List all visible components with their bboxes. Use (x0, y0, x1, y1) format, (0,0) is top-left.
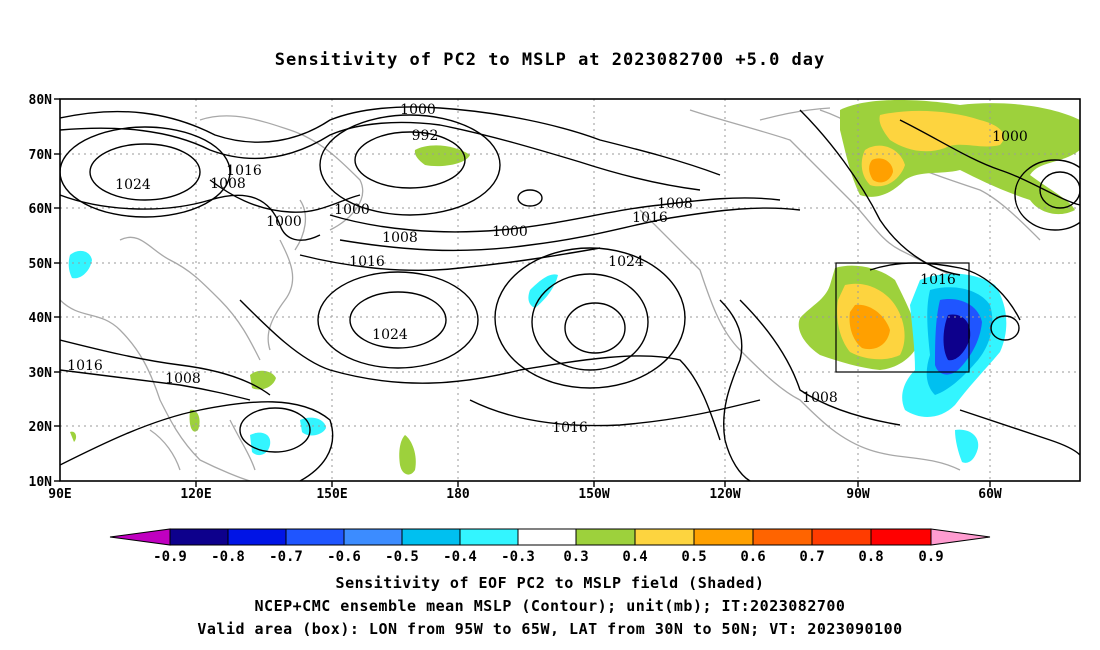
colorbar-label: 0.4 (622, 549, 647, 565)
shading (68, 100, 1080, 475)
colorbar-swatch (343, 528, 403, 546)
contour-label: 1008 (210, 176, 246, 192)
gridlines (60, 99, 1080, 481)
lat-label: 30N (29, 366, 53, 381)
lat-label: 80N (29, 93, 53, 108)
colorbar-swatch (811, 528, 872, 546)
contour-label: 1008 (657, 196, 693, 212)
colorbar-label: -0.4 (443, 549, 477, 565)
colorbar-label: -0.5 (385, 549, 419, 565)
colorbar-swatch (169, 528, 229, 546)
colorbar-label: 0.8 (858, 549, 883, 565)
caption-line-2: NCEP+CMC ensemble mean MSLP (Contour); u… (254, 597, 846, 615)
contour-label: 1008 (382, 230, 418, 246)
contour-label: 1016 (920, 272, 956, 288)
colorbar-swatch (575, 528, 636, 546)
contour-label: 1024 (115, 177, 151, 193)
colorbar-label: 0.6 (740, 549, 765, 565)
colorbar-high-end (930, 528, 991, 546)
contour-label: 1000 (492, 224, 528, 240)
lat-label: 60N (29, 202, 53, 217)
caption-line-3: Valid area (box): LON from 95W to 65W, L… (197, 620, 903, 638)
lon-label: 150E (316, 487, 347, 502)
colorbar (109, 528, 991, 546)
lat-axis: 80N 70N 60N 50N 40N 30N 20N 10N (29, 93, 53, 490)
lat-label: 70N (29, 148, 53, 163)
lon-ticks (195, 481, 991, 487)
lat-ticks (54, 98, 60, 482)
lon-label: 90E (48, 487, 71, 502)
valid-area-box (835, 262, 970, 373)
colorbar-label: -0.6 (327, 549, 361, 565)
contour-label: 1000 (992, 129, 1028, 145)
lon-axis: 90E 120E 150E 180 150W 120W 90W 60W (48, 487, 1002, 502)
colorbar-label: 0.3 (563, 549, 588, 565)
lon-label: 180 (446, 487, 470, 502)
colorbar-label: -0.9 (153, 549, 187, 565)
contour-label-group: 1000 992 1000 1008 1000 1024 1016 1008 1… (67, 102, 1028, 436)
map-frame (59, 98, 1081, 482)
colorbar-swatch (517, 528, 577, 546)
colorbar-swatch (752, 528, 813, 546)
contour-label: 1016 (67, 358, 103, 374)
contour-label: 1024 (608, 254, 644, 270)
lon-label: 120E (180, 487, 211, 502)
lat-label: 50N (29, 257, 53, 272)
colorbar-label: 0.5 (681, 549, 706, 565)
contour-label: 1016 (632, 210, 668, 226)
colorbar-label: -0.8 (211, 549, 245, 565)
contour-label: 1016 (349, 254, 385, 270)
contour-label: 1000 (400, 102, 436, 118)
colorbar-swatch (634, 528, 695, 546)
colorbar-swatch (401, 528, 461, 546)
lon-label: 120W (709, 487, 740, 502)
contour-label: 1000 (266, 214, 302, 230)
colorbar-swatch (693, 528, 754, 546)
colorbar-swatch (459, 528, 519, 546)
lat-label: 10N (29, 475, 53, 490)
contour-label: 1016 (226, 163, 262, 179)
mslp-contours (60, 106, 1080, 481)
colorbar-label: -0.7 (269, 549, 303, 565)
colorbar-swatch (870, 528, 932, 546)
caption-line-1: Sensitivity of EOF PC2 to MSLP field (Sh… (335, 574, 765, 592)
lon-label: 150W (578, 487, 609, 502)
colorbar-low-end (109, 528, 171, 546)
lon-label: 90W (846, 487, 870, 502)
colorbar-swatch (227, 528, 287, 546)
contour-label: 1024 (372, 327, 408, 343)
contour-label: 1016 (552, 420, 588, 436)
colorbar-label: 0.9 (918, 549, 943, 565)
lon-label: 60W (978, 487, 1002, 502)
contour-label: 1000 (334, 202, 370, 218)
map-title: Sensitivity of PC2 to MSLP at 2023082700… (274, 50, 826, 70)
contour-label: 1008 (165, 371, 201, 387)
contour-label: 1008 (802, 390, 838, 406)
lat-label: 40N (29, 311, 53, 326)
contour-label: 992 (412, 128, 439, 144)
colorbar-label: 0.7 (799, 549, 824, 565)
colorbar-label: -0.3 (501, 549, 535, 565)
colorbar-swatch (285, 528, 345, 546)
colorbar-labels: -0.9 -0.8 -0.7 -0.6 -0.5 -0.4 -0.3 0.3 0… (153, 549, 944, 565)
lat-label: 20N (29, 420, 53, 435)
